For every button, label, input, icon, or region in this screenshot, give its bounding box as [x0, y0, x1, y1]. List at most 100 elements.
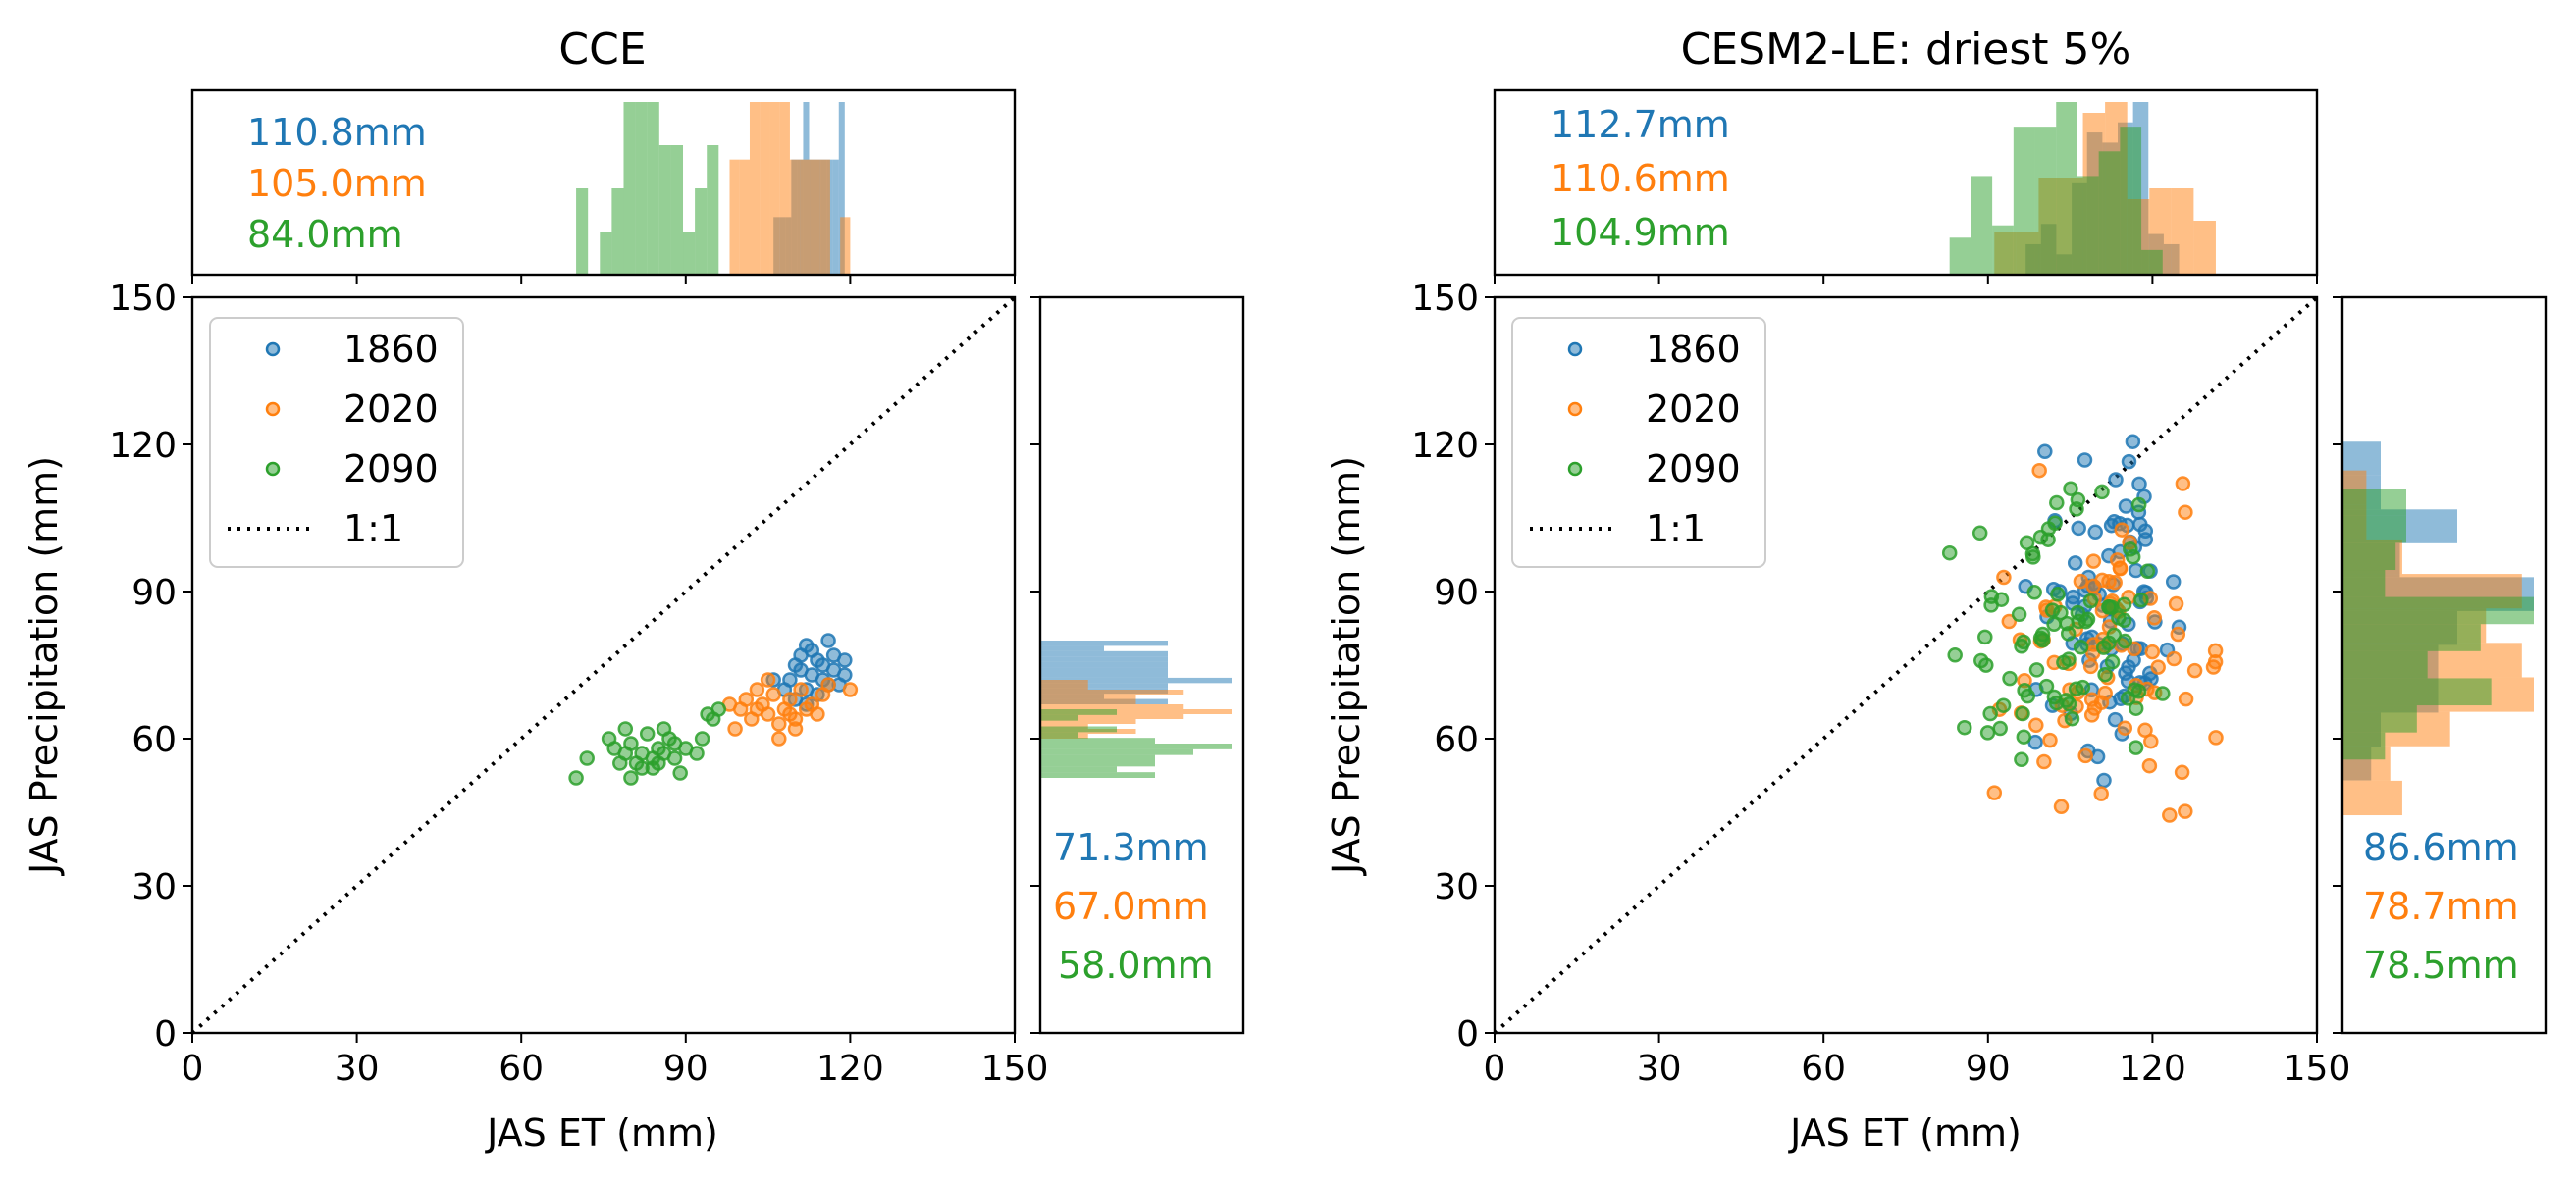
- top-histogram-bar-2020: [749, 102, 761, 275]
- scatter-point-2020: [2031, 462, 2047, 479]
- scatter-point-2090: [672, 765, 688, 781]
- scatter-point-1860: [2077, 452, 2093, 468]
- scatter-point-2090: [2097, 666, 2113, 683]
- scatter-point-1860: [2071, 520, 2086, 537]
- scatter-point-1860: [815, 657, 831, 673]
- x-tick-label: 60: [1801, 1049, 1846, 1089]
- panel-title: CCE: [558, 25, 646, 75]
- scatter-point-2020: [2174, 764, 2190, 781]
- top-histogram-bar-2090: [2056, 102, 2077, 275]
- scatter-point-2020: [793, 682, 809, 697]
- scatter-point-2090: [2026, 585, 2042, 600]
- top-histogram: [576, 102, 851, 275]
- legend-marker-2090: [1567, 461, 1583, 477]
- top-median-2090: 104.9mm: [1551, 211, 1730, 254]
- scatter-point-1860: [793, 662, 809, 678]
- panel-cce: CCE 110.8mm 105.0mm 84.0mm 71.3mm 67.0mm…: [23, 25, 1245, 1155]
- scatter-point-2020: [2117, 720, 2133, 736]
- top-histogram-bar-2020: [760, 102, 770, 275]
- x-axis-label: JAS ET (mm): [1788, 1111, 2022, 1155]
- scatter-point-2090: [2014, 639, 2029, 654]
- scatter-point-2020: [2150, 659, 2166, 675]
- scatter-point-2020: [2175, 476, 2191, 491]
- right-histogram-bar-2090: [2342, 624, 2481, 651]
- scatter-point-2090: [2058, 693, 2075, 708]
- scatter-point-2090: [2015, 705, 2030, 722]
- scatter-point-2020: [2170, 626, 2186, 643]
- right-histogram-bar-1860: [2342, 441, 2381, 476]
- top-histogram-bar-2090: [683, 232, 696, 275]
- right-histogram-bar-2090: [2342, 515, 2406, 543]
- scatter-point-2020: [2077, 747, 2093, 764]
- scatter-point-2020: [2028, 717, 2044, 734]
- scatter-point-2020: [810, 706, 825, 722]
- scatter-frame: [190, 295, 1017, 1035]
- scatter-point-2090: [2128, 740, 2144, 755]
- y-tick-label: 150: [1411, 279, 1479, 319]
- scatter-point-2090: [1957, 719, 1972, 736]
- scatter-plot: [190, 295, 1017, 1035]
- top-histogram-bar-1860: [832, 159, 839, 275]
- scatter-point-2020: [2085, 553, 2102, 569]
- scatter-point-2090: [2040, 532, 2056, 547]
- scatter-point-2090: [2019, 535, 2035, 550]
- scatter-point-2020: [1986, 785, 2003, 800]
- top-histogram-bar-2090: [2141, 249, 2163, 275]
- scatter-point-1860: [804, 643, 820, 658]
- top-median-2020: 105.0mm: [247, 162, 427, 205]
- scatter-point-2090: [2044, 602, 2061, 618]
- scatter-point-2020: [2053, 799, 2070, 815]
- x-tick-label: 30: [335, 1049, 380, 1089]
- scatter-point-2020: [2186, 662, 2203, 679]
- scatter-point-2090: [678, 741, 694, 756]
- scatter-point-1860: [2137, 532, 2154, 547]
- scatter-point-2020: [760, 672, 776, 688]
- right-histogram-bar-2020: [1040, 699, 1136, 704]
- panel-cesm2-le: CESM2-LE: driest 5% 112.7mm 110.6mm 104.…: [1325, 25, 2548, 1155]
- scatter-point-2090: [2111, 610, 2127, 626]
- scatter-point-2090: [2073, 639, 2089, 655]
- scatter-point-2090: [1979, 725, 1996, 741]
- legend-label-2090: 2090: [343, 447, 439, 490]
- scatter-point-2020: [771, 731, 787, 747]
- y-tick-label: 60: [1434, 720, 1479, 760]
- legend-label-2020: 2020: [343, 387, 439, 431]
- right-histogram-bar-1860: [1040, 683, 1168, 689]
- scatter-point-2090: [2061, 651, 2077, 667]
- scatter-point-2090: [2116, 596, 2132, 613]
- legend-marker-2020: [265, 401, 281, 417]
- scatter-point-2020: [2107, 574, 2123, 591]
- top-histogram-bar-2020: [810, 159, 820, 275]
- top-histogram-bar-2090: [623, 102, 636, 275]
- scatter-point-2020: [749, 682, 765, 697]
- right-histogram-bar-2020: [1040, 719, 1136, 724]
- x-tick-label: 120: [2119, 1049, 2186, 1089]
- top-median-2020: 110.6mm: [1551, 157, 1730, 200]
- scatter-point-2020: [2208, 730, 2224, 746]
- right-median-1860: 71.3mm: [1053, 826, 1209, 869]
- top-histogram-bar-2020: [800, 159, 811, 275]
- y-axis-label: JAS Precipitation (mm): [1325, 456, 1368, 876]
- right-histogram-frame: [1038, 295, 1245, 1035]
- scatter-point-2090: [2020, 688, 2036, 704]
- scatter-point-2090: [617, 721, 634, 737]
- scatter-point-2090: [2038, 678, 2055, 695]
- scatter-point-2090: [623, 770, 639, 786]
- scatter-point-2090: [656, 721, 672, 737]
- x-tick-label: 90: [1966, 1049, 2011, 1089]
- scatter-plot: [1493, 295, 2319, 1035]
- top-median-2090: 84.0mm: [247, 213, 403, 256]
- scatter-point-2090: [2063, 481, 2078, 496]
- scatter-point-1860: [2118, 498, 2134, 514]
- right-histogram: [1040, 641, 1232, 778]
- scatter-point-2020: [738, 692, 755, 707]
- y-tick-label: 120: [109, 426, 177, 466]
- scatter-point-1860: [2089, 748, 2106, 765]
- right-histogram-bar-1860: [1040, 650, 1168, 657]
- scatter-point-2090: [2101, 599, 2117, 615]
- top-histogram-bar-2020: [729, 159, 740, 275]
- scatter-point-2020: [2166, 650, 2182, 667]
- right-histogram-bar-2090: [1040, 754, 1155, 761]
- scatter-point-2090: [2071, 613, 2086, 630]
- scatter-point-2020: [787, 721, 804, 737]
